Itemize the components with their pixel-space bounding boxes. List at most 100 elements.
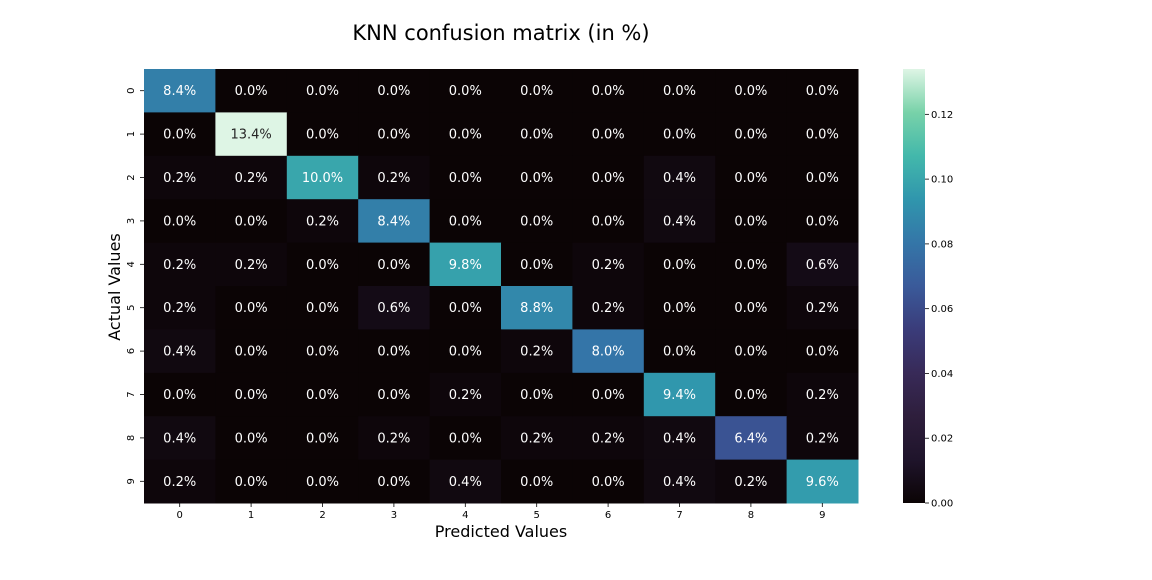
y-tick-label-0: 0 — [126, 88, 137, 94]
cell-annotation-1-2: 0.0% — [306, 128, 339, 143]
heatmap-cell-4-7 — [643, 242, 716, 287]
cell-annotation-1-1: 13.4% — [230, 128, 271, 143]
heatmap-cells — [144, 69, 859, 504]
cell-annotation-7-7: 9.4% — [663, 388, 696, 403]
x-tick-label-2: 2 — [319, 510, 325, 521]
y-tick-label-8: 8 — [126, 435, 137, 441]
heatmap-cell-2-0 — [144, 155, 216, 200]
heatmap-cell-5-1 — [215, 286, 288, 330]
cell-annotation-2-8: 0.0% — [734, 171, 767, 186]
colorbar-tick-label-3: 0.06 — [931, 304, 953, 315]
cell-annotation-2-1: 0.2% — [235, 171, 268, 186]
heatmap-cell-4-8 — [715, 242, 788, 287]
heatmap-cell-2-5 — [501, 155, 573, 200]
heatmap-cell-2-3 — [358, 155, 431, 200]
x-axis-label: Predicted Values — [435, 522, 567, 541]
colorbar-tick-label-2: 0.04 — [931, 369, 953, 380]
heatmap-cell-3-6 — [572, 199, 645, 244]
heatmap-cell-1-2 — [286, 112, 359, 157]
cell-annotation-8-1: 0.0% — [235, 431, 268, 446]
cell-annotation-6-8: 0.0% — [734, 345, 767, 360]
cell-annotations: 8.4% 0.0% 0.0% 0.0% 0.0% 0.0% 0.0% 0.0% 0.0% 0.0%… — [163, 84, 839, 490]
cell-annotation-7-3: 0.0% — [377, 388, 410, 403]
heatmap-cell-6-5 — [501, 329, 573, 374]
cell-annotation-5-2: 0.0% — [306, 301, 339, 316]
heatmap-cell-6-9 — [786, 329, 859, 374]
cell-annotation-9-5: 0.0% — [520, 475, 553, 490]
heatmap-cell-6-0 — [144, 329, 216, 374]
cell-annotation-3-0: 0.0% — [163, 214, 196, 229]
cell-annotation-8-6: 0.2% — [592, 431, 625, 446]
heatmap-cell-6-8 — [715, 329, 788, 374]
cell-annotation-4-3: 0.0% — [377, 258, 410, 273]
cell-annotation-4-5: 0.0% — [520, 258, 553, 273]
colorbar-tick-label-4: 0.08 — [931, 239, 953, 250]
x-tick-label-6: 6 — [605, 510, 611, 521]
cell-annotation-8-3: 0.2% — [377, 431, 410, 446]
cell-annotation-9-6: 0.0% — [592, 475, 625, 490]
cell-annotation-7-5: 0.0% — [520, 388, 553, 403]
x-tick-label-7: 7 — [676, 510, 682, 521]
heatmap-cell-5-8 — [715, 286, 788, 330]
heatmap-cell-6-6 — [572, 329, 645, 374]
y-axis-label: Actual Values — [105, 233, 124, 340]
cell-annotation-6-5: 0.2% — [520, 345, 553, 360]
heatmap-cell-0-9 — [786, 69, 859, 113]
cell-annotation-2-4: 0.0% — [449, 171, 482, 186]
heatmap-cell-6-2 — [286, 329, 359, 374]
heatmap-cell-5-9 — [786, 286, 859, 330]
cell-annotation-3-9: 0.0% — [806, 214, 839, 229]
y-tick-label-2: 2 — [126, 174, 137, 180]
heatmap-cell-2-6 — [572, 155, 645, 200]
heatmap-cell-0-3 — [358, 69, 431, 113]
heatmap-cell-2-8 — [715, 155, 788, 200]
cell-annotation-8-2: 0.0% — [306, 431, 339, 446]
heatmap-cell-4-5 — [501, 242, 573, 287]
cell-annotation-9-0: 0.2% — [163, 475, 196, 490]
heatmap-cell-0-8 — [715, 69, 788, 113]
cell-annotation-0-6: 0.0% — [592, 84, 625, 99]
heatmap-cell-3-5 — [501, 199, 573, 244]
heatmap-cell-4-1 — [215, 242, 288, 287]
colorbar: 0.00 0.02 0.04 0.06 0.08 0.10 0.12 — [903, 69, 953, 510]
heatmap-cell-9-9 — [786, 459, 859, 504]
heatmap-cell-5-2 — [286, 286, 359, 330]
cell-annotation-5-6: 0.2% — [592, 301, 625, 316]
cell-annotation-2-5: 0.0% — [520, 171, 553, 186]
heatmap-cell-7-5 — [501, 372, 573, 417]
heatmap-cell-0-7 — [643, 69, 716, 113]
heatmap-cell-8-1 — [215, 416, 288, 461]
cell-annotation-6-7: 0.0% — [663, 345, 696, 360]
cell-annotation-1-4: 0.0% — [449, 128, 482, 143]
heatmap-cell-3-7 — [643, 199, 716, 244]
heatmap-cell-1-8 — [715, 112, 788, 157]
heatmap-cell-2-1 — [215, 155, 288, 200]
heatmap-cell-1-6 — [572, 112, 645, 157]
heatmap-cell-1-5 — [501, 112, 573, 157]
heatmap-cell-9-8 — [715, 459, 788, 504]
heatmap-cell-8-6 — [572, 416, 645, 461]
heatmap-cell-8-8 — [715, 416, 788, 461]
cell-annotation-7-9: 0.2% — [806, 388, 839, 403]
heatmap-cell-7-7 — [643, 372, 716, 417]
cell-annotation-9-1: 0.0% — [235, 475, 268, 490]
heatmap-cell-6-7 — [643, 329, 716, 374]
cell-annotation-6-9: 0.0% — [806, 345, 839, 360]
colorbar-tick-label-5: 0.10 — [931, 175, 953, 186]
cell-annotation-3-5: 0.0% — [520, 214, 553, 229]
cell-annotation-8-7: 0.4% — [663, 431, 696, 446]
colorbar-gradient — [903, 69, 925, 503]
heatmap-cell-3-8 — [715, 199, 788, 244]
y-tick-label-7: 7 — [126, 391, 137, 397]
x-axis-ticks: 0 1 2 3 4 5 6 7 8 9 — [177, 503, 825, 521]
heatmap-cell-7-1 — [215, 372, 288, 417]
heatmap-cell-4-4 — [429, 242, 502, 287]
heatmap-cell-2-7 — [643, 155, 716, 200]
cell-annotation-2-3: 0.2% — [377, 171, 410, 186]
cell-annotation-8-4: 0.0% — [449, 431, 482, 446]
y-tick-label-1: 1 — [126, 131, 137, 137]
cell-annotation-4-7: 0.0% — [663, 258, 696, 273]
cell-annotation-3-4: 0.0% — [449, 214, 482, 229]
